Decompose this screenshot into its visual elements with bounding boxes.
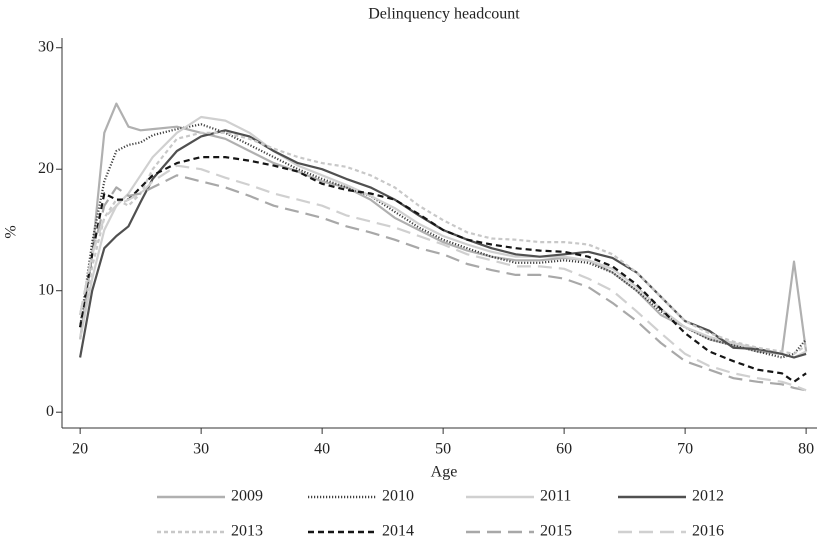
y-tick-label: 10 [38,281,54,298]
y-tick-label: 30 [38,38,54,55]
y-tick-label: 20 [38,160,54,177]
series-line [79,174,807,392]
series-line [79,115,807,359]
x-tick-label: 40 [314,441,330,458]
series-line [79,131,807,355]
legend-label: 2013 [231,523,263,540]
x-tick-label: 20 [72,441,88,458]
series-line [79,156,807,383]
x-tick-label: 80 [798,441,814,458]
x-tick-label: 60 [556,441,572,458]
x-tick-label: 30 [193,441,209,458]
y-tick-label: 0 [46,403,54,420]
series-line [79,164,807,392]
x-tick-label: 70 [677,441,693,458]
legend-label: 2014 [382,523,414,540]
legend-label: 2011 [540,488,571,505]
legend-label: 2010 [382,488,414,505]
chart-title: Delinquency headcount [368,6,520,23]
x-axis-label: Age [431,464,458,481]
y-axis-label: % [3,225,20,238]
legend-label: 2009 [231,488,263,505]
legend-label: 2016 [692,523,724,540]
x-tick-label: 50 [435,441,451,458]
legend-label: 2012 [692,488,724,505]
legend-label: 2015 [540,523,572,540]
